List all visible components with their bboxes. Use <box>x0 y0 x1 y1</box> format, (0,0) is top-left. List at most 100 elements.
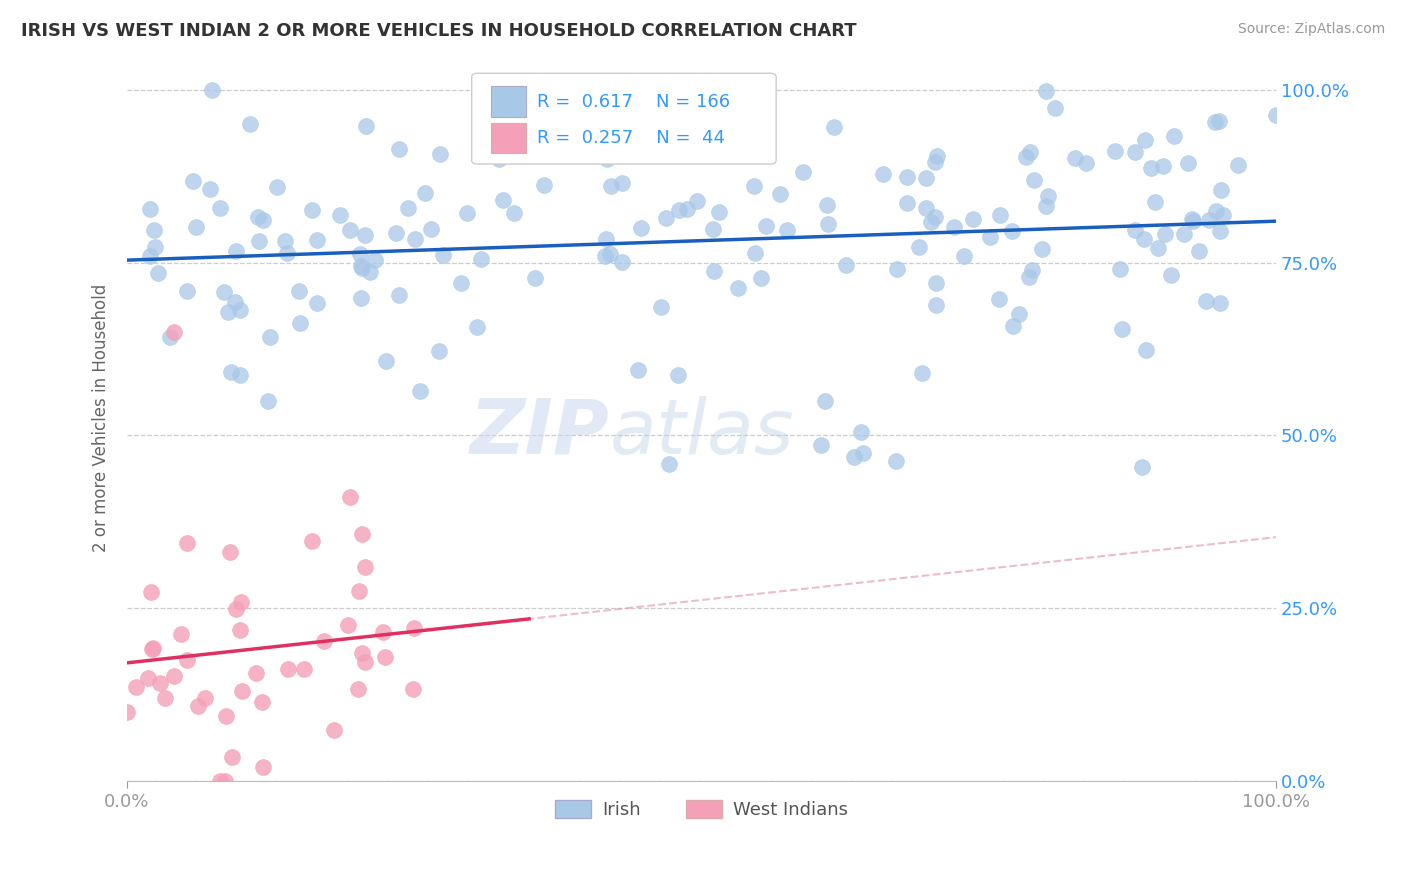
Point <box>925 149 948 163</box>
Point <box>1123 223 1146 237</box>
Point <box>817 217 839 231</box>
Point <box>1182 213 1205 227</box>
Point <box>686 194 709 208</box>
Point <box>1001 224 1024 238</box>
Point <box>1154 227 1177 242</box>
Point <box>115 705 138 719</box>
Point <box>1226 158 1249 172</box>
Point <box>599 246 621 260</box>
Point <box>359 265 381 279</box>
Point <box>813 393 835 408</box>
Point <box>470 252 492 266</box>
Point <box>1133 133 1156 147</box>
Text: IRISH VS WEST INDIAN 2 OR MORE VEHICLES IN HOUSEHOLD CORRELATION CHART: IRISH VS WEST INDIAN 2 OR MORE VEHICLES … <box>21 22 856 40</box>
Point <box>468 128 491 142</box>
Point <box>225 244 247 258</box>
Point <box>413 186 436 201</box>
Point <box>184 219 207 234</box>
Point <box>1031 243 1053 257</box>
Point <box>1187 244 1209 259</box>
Point <box>228 303 250 318</box>
Point <box>1198 213 1220 227</box>
Point <box>988 208 1011 222</box>
Point <box>221 750 243 764</box>
Point <box>312 633 335 648</box>
Point <box>595 232 617 246</box>
Point <box>872 167 894 181</box>
Point <box>404 232 426 246</box>
Point <box>920 215 942 229</box>
Point <box>354 560 377 574</box>
Point <box>219 364 242 378</box>
Point <box>229 623 252 637</box>
Point <box>599 179 621 194</box>
Point <box>187 698 209 713</box>
Point <box>1212 208 1234 222</box>
Point <box>374 650 396 665</box>
Point <box>658 458 681 472</box>
Point <box>142 641 165 656</box>
Point <box>396 201 419 215</box>
FancyBboxPatch shape <box>471 73 776 164</box>
Point <box>266 180 288 194</box>
Point <box>141 641 163 656</box>
Point <box>252 212 274 227</box>
Point <box>1130 459 1153 474</box>
Point <box>139 584 162 599</box>
Point <box>749 270 772 285</box>
Point <box>176 652 198 666</box>
Point <box>354 119 377 133</box>
Point <box>1015 150 1038 164</box>
Point <box>1204 114 1226 128</box>
Point <box>176 536 198 550</box>
Point <box>924 298 946 312</box>
Point <box>776 223 799 237</box>
Point <box>350 259 373 273</box>
Point <box>1035 199 1057 213</box>
Point <box>409 384 432 398</box>
Point <box>337 618 360 632</box>
Point <box>350 527 373 541</box>
Point <box>1180 212 1202 227</box>
Point <box>596 152 619 166</box>
Text: R =  0.257    N =  44: R = 0.257 N = 44 <box>537 128 725 147</box>
Point <box>1140 161 1163 175</box>
Point <box>176 284 198 298</box>
Point <box>1152 159 1174 173</box>
Point <box>703 264 725 278</box>
Point <box>1265 108 1288 122</box>
Point <box>1173 227 1195 241</box>
Point <box>354 227 377 242</box>
Point <box>224 295 246 310</box>
Point <box>288 316 311 330</box>
Point <box>987 293 1010 307</box>
Point <box>979 230 1001 244</box>
Point <box>215 709 238 723</box>
Point <box>914 201 936 215</box>
Point <box>250 694 273 708</box>
Point <box>329 208 352 222</box>
Point <box>238 117 260 131</box>
Point <box>259 330 281 344</box>
Point <box>1209 296 1232 310</box>
Point <box>1132 232 1154 246</box>
Point <box>374 354 396 368</box>
Point <box>523 270 546 285</box>
Point <box>307 233 329 247</box>
Point <box>143 223 166 237</box>
Point <box>139 202 162 217</box>
Y-axis label: 2 or more Vehicles in Household: 2 or more Vehicles in Household <box>93 284 110 552</box>
Point <box>631 113 654 128</box>
Point <box>350 261 373 276</box>
Point <box>139 249 162 263</box>
Point <box>276 246 298 260</box>
Point <box>148 266 170 280</box>
Point <box>194 691 217 706</box>
Point <box>815 197 838 211</box>
Text: R =  0.617    N = 166: R = 0.617 N = 166 <box>537 93 730 111</box>
Point <box>288 285 311 299</box>
Point <box>384 226 406 240</box>
Point <box>924 210 946 224</box>
Point <box>225 602 247 616</box>
Point <box>1108 261 1130 276</box>
